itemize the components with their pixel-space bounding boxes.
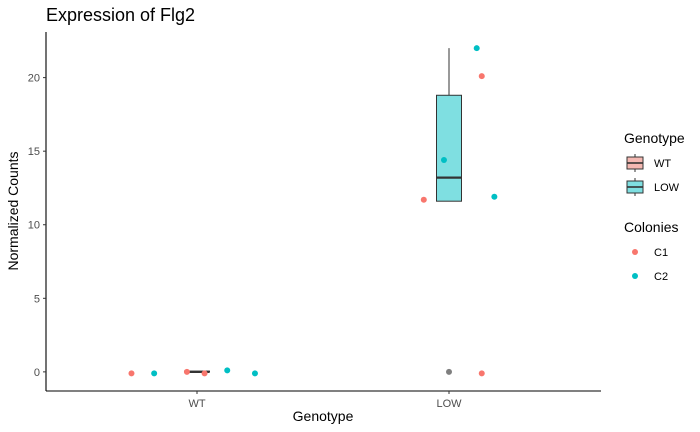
plot-panel: 0 5 10 15 20 WT LOW [28, 32, 601, 410]
chart-title: Expression of Flg2 [46, 5, 195, 25]
y-tick-label: 20 [28, 73, 40, 85]
data-point-c1 [201, 370, 208, 377]
legend-label: LOW [654, 182, 680, 194]
legend-label: C1 [654, 247, 668, 259]
legend-title: Genotype [624, 130, 685, 146]
box-low [436, 94, 462, 202]
legend-key-point [632, 249, 638, 255]
data-point-c2 [440, 157, 447, 164]
y-tick-label: 5 [34, 293, 40, 305]
x-tick-label: WT [188, 398, 205, 410]
legend-label: C2 [654, 271, 668, 283]
data-point-c2 [473, 45, 480, 52]
data-point-c1 [128, 370, 135, 377]
legend-key-point [632, 273, 638, 279]
data-point-c2 [491, 193, 498, 200]
data-point-c1 [420, 196, 427, 203]
legend-title: Colonies [624, 219, 678, 235]
x-axis-title: Genotype [293, 408, 354, 424]
y-axis-title: Normalized Counts [5, 151, 21, 270]
y-tick-label: 10 [28, 220, 40, 232]
y-tick-label: 15 [28, 146, 40, 158]
x-tick-label: LOW [436, 398, 462, 410]
legend-area: Genotype WT LOW Colonies C1 C2 [624, 130, 685, 283]
data-point-c2 [251, 370, 258, 377]
data-point-c2 [224, 367, 231, 374]
y-tick-label: 0 [34, 367, 40, 379]
data-point-c1 [183, 368, 190, 375]
data-point-c2 [151, 370, 158, 377]
data-point-c1 [478, 73, 485, 80]
legend-label: WT [654, 158, 671, 170]
outlier-point [446, 368, 452, 375]
data-point-c1 [478, 370, 485, 377]
